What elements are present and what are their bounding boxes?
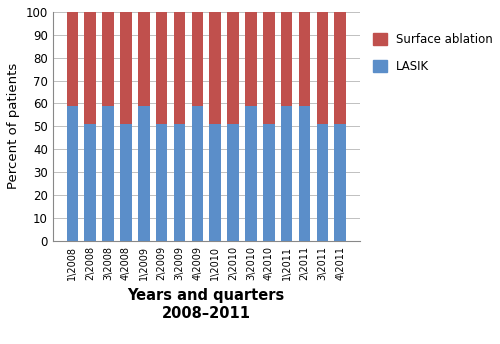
- Bar: [66, 12, 78, 106]
- Bar: [156, 12, 168, 124]
- Bar: [298, 106, 310, 241]
- Bar: [156, 124, 168, 241]
- Bar: [120, 124, 132, 241]
- Bar: [66, 106, 78, 241]
- Bar: [281, 106, 292, 241]
- Bar: [102, 12, 114, 106]
- Y-axis label: Percent of patients: Percent of patients: [7, 63, 20, 190]
- Bar: [138, 106, 149, 241]
- Bar: [138, 12, 149, 106]
- Legend: Surface ablation, LASIK: Surface ablation, LASIK: [369, 29, 496, 77]
- Bar: [102, 106, 114, 241]
- Bar: [245, 12, 256, 106]
- Bar: [192, 106, 203, 241]
- Bar: [298, 12, 310, 106]
- Bar: [263, 124, 274, 241]
- Bar: [174, 124, 186, 241]
- Bar: [316, 124, 328, 241]
- Bar: [84, 12, 96, 124]
- Bar: [228, 124, 239, 241]
- Bar: [334, 12, 346, 124]
- Bar: [245, 106, 256, 241]
- Bar: [263, 12, 274, 124]
- X-axis label: Years and quarters
2008–2011: Years and quarters 2008–2011: [128, 288, 285, 321]
- Bar: [120, 12, 132, 124]
- Bar: [174, 12, 186, 124]
- Bar: [281, 12, 292, 106]
- Bar: [334, 124, 346, 241]
- Bar: [210, 124, 221, 241]
- Bar: [84, 124, 96, 241]
- Bar: [228, 12, 239, 124]
- Bar: [316, 12, 328, 124]
- Bar: [210, 12, 221, 124]
- Bar: [192, 12, 203, 106]
